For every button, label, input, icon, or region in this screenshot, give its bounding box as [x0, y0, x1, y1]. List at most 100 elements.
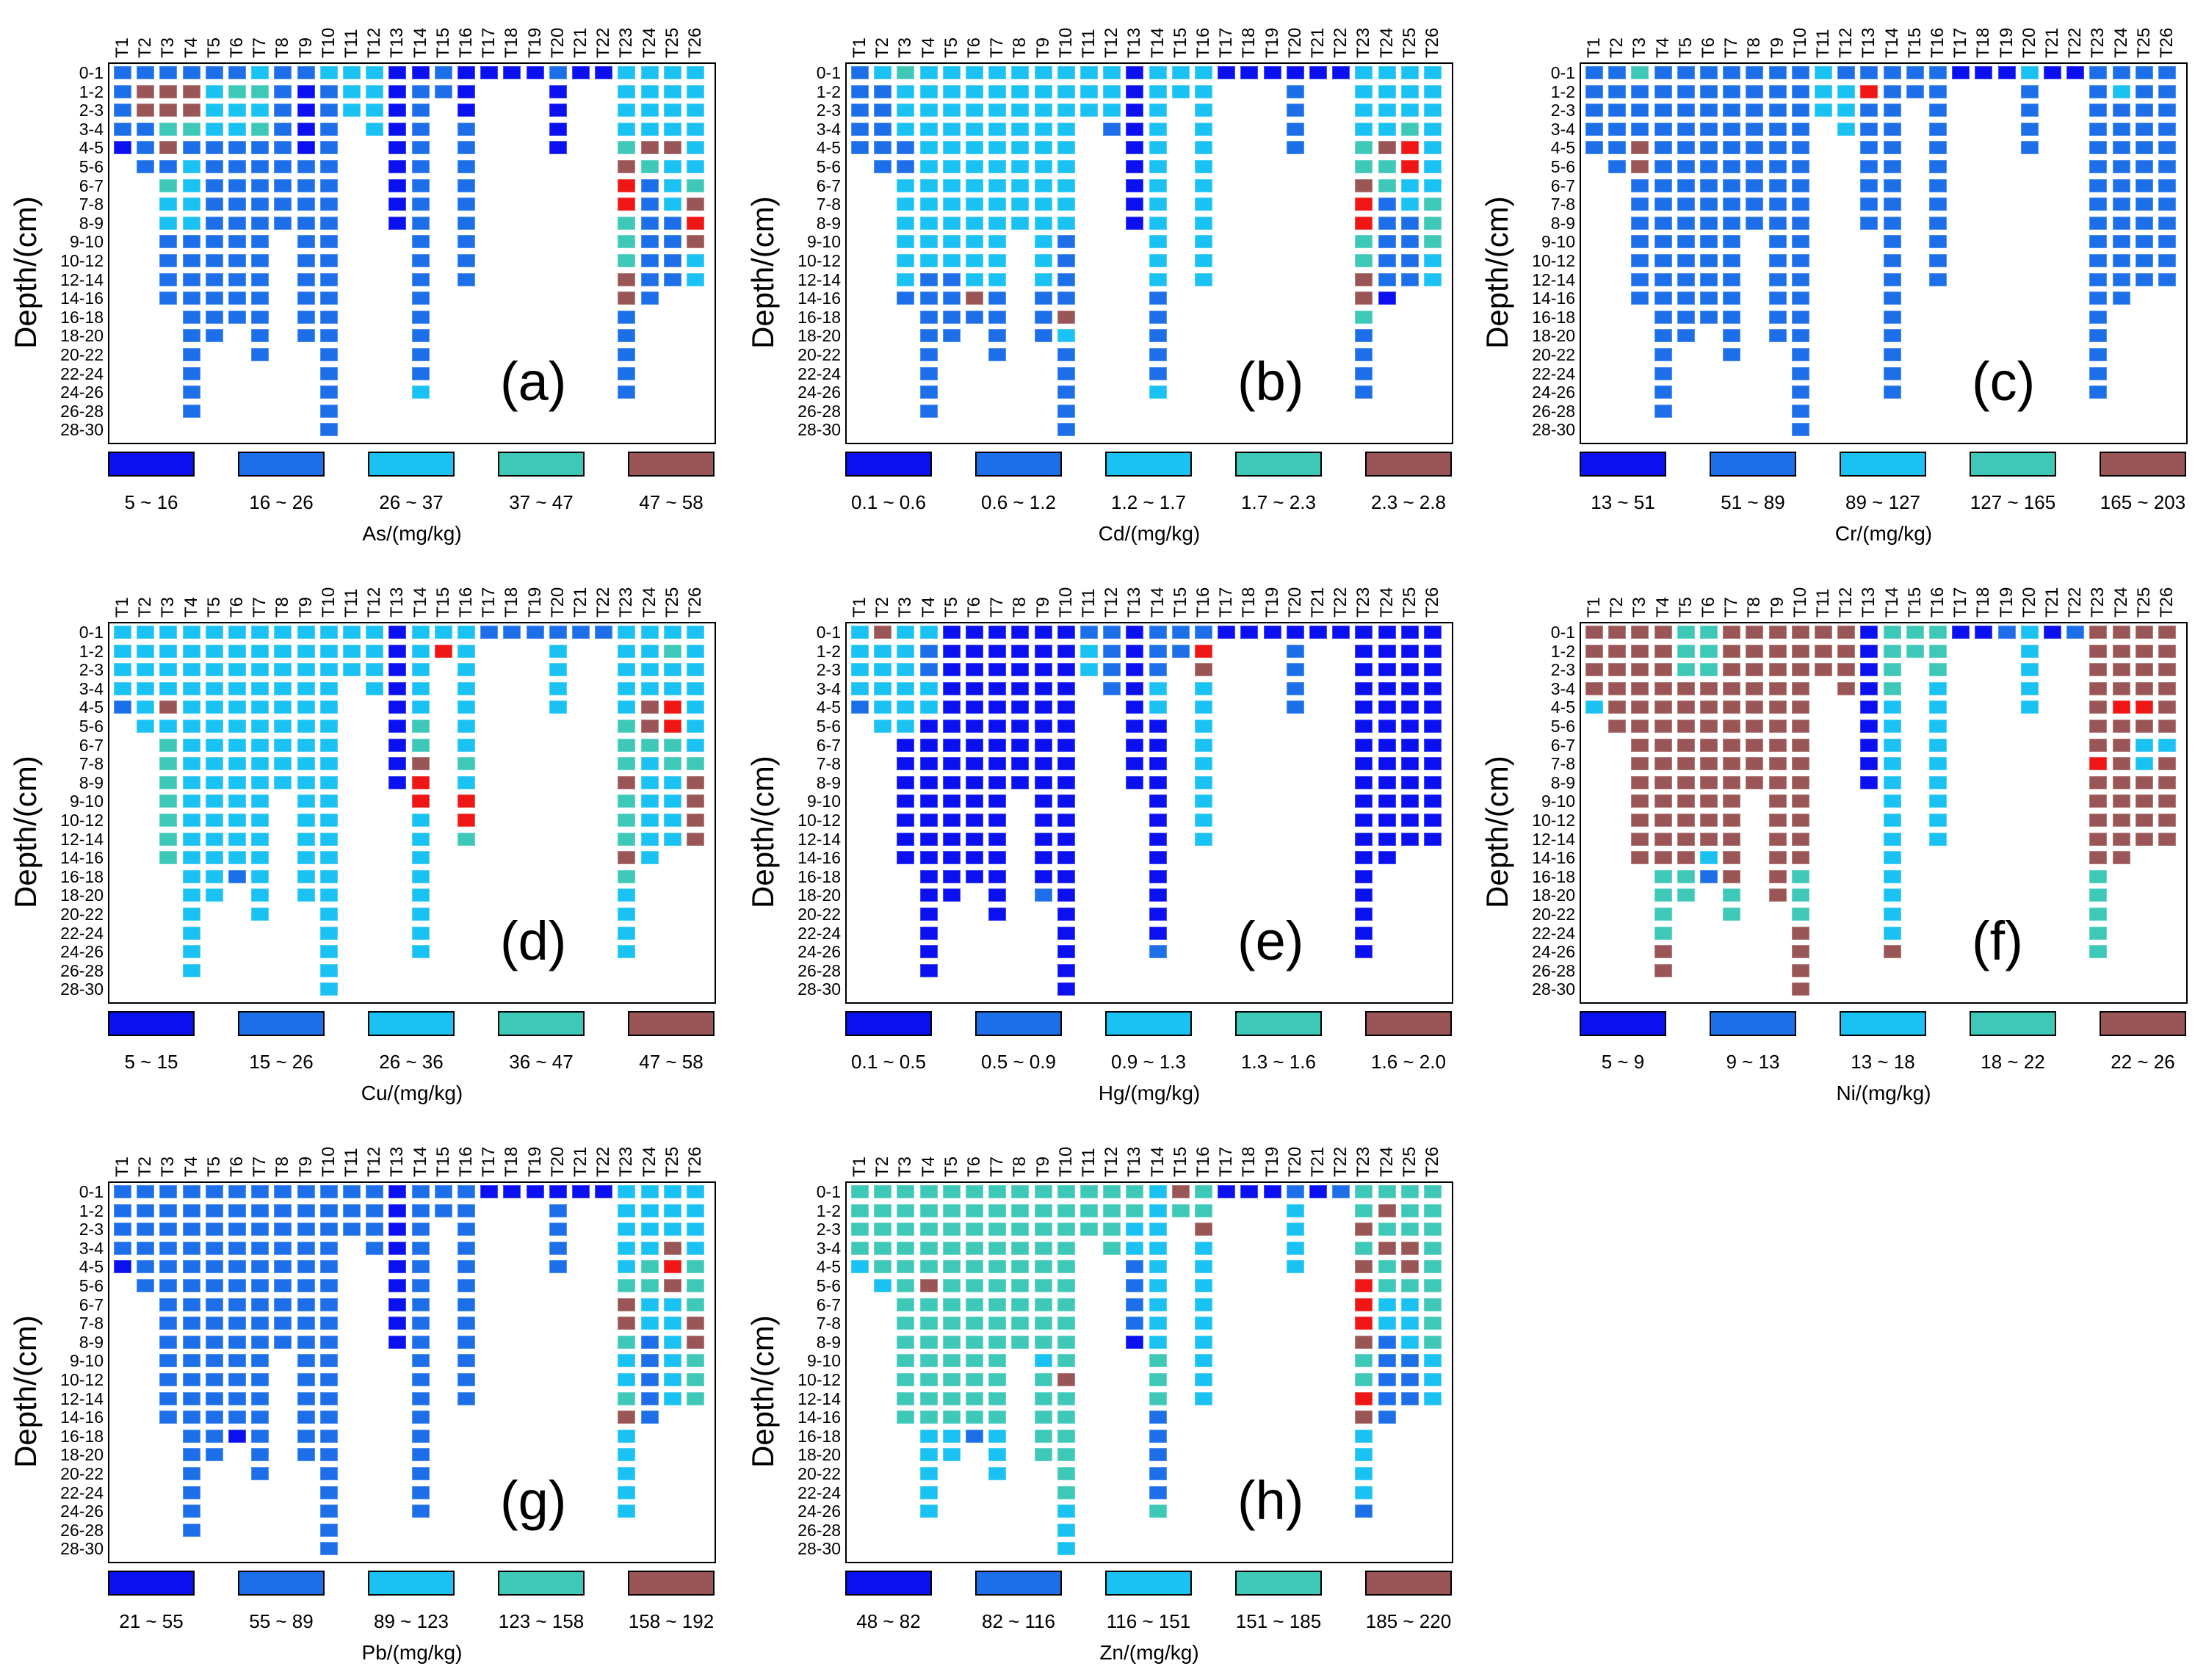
heatmap-cell	[1768, 869, 1787, 883]
heatmap-cell	[205, 888, 223, 902]
heatmap-cell	[2158, 775, 2176, 789]
legend-swatch	[238, 1571, 325, 1596]
heatmap-cell	[159, 235, 178, 249]
heatmap-cell	[663, 141, 681, 155]
row-label: 16-18	[60, 866, 104, 886]
heatmap-cell	[919, 1411, 938, 1424]
heatmap-cell	[1768, 681, 1787, 695]
heatmap-cell	[205, 1411, 223, 1424]
row-label: 0-1	[1550, 63, 1575, 82]
heatmap-cell	[297, 1223, 315, 1237]
heatmap-cell	[1355, 1485, 1373, 1499]
heatmap-cell	[319, 869, 338, 883]
heatmap-cell	[942, 216, 961, 230]
heatmap-cell	[942, 757, 961, 771]
heatmap-cell	[458, 198, 475, 211]
heatmap-cell	[919, 720, 938, 733]
heatmap-cell	[1400, 757, 1419, 771]
heatmap-cell	[251, 888, 270, 902]
heatmap-cell	[1608, 720, 1627, 733]
heatmap-cell	[205, 851, 223, 865]
heatmap-cell	[1424, 1279, 1442, 1292]
heatmap-cell	[1355, 1260, 1373, 1274]
column-label: T17	[479, 587, 499, 618]
column-label: T2	[872, 37, 893, 58]
heatmap-cell	[1654, 254, 1672, 267]
heatmap-cell	[1171, 644, 1190, 658]
heatmap-cell	[988, 757, 1007, 771]
heatmap-cell	[114, 1203, 131, 1217]
heatmap-cell	[1768, 216, 1787, 230]
heatmap-cell	[114, 700, 131, 714]
legend-swatch	[975, 452, 1062, 477]
heatmap-cell	[1355, 1241, 1373, 1255]
column-label: T15	[1904, 587, 1925, 618]
heatmap-cell	[366, 104, 384, 117]
heatmap-cell	[1149, 1505, 1167, 1518]
heatmap-cell	[988, 254, 1007, 267]
heatmap-cell	[1883, 160, 1901, 173]
heatmap-cell	[1034, 104, 1052, 117]
heatmap-cell	[228, 626, 246, 639]
heatmap-cell	[1631, 216, 1649, 230]
heatmap-cell	[1746, 216, 1764, 230]
column-label: T14	[410, 587, 430, 618]
heatmap-cell	[1195, 775, 1212, 789]
heatmap-cell	[319, 104, 338, 117]
heatmap-cell	[1149, 775, 1167, 789]
heatmap-cell	[618, 1260, 636, 1274]
heatmap-cell	[411, 235, 430, 249]
heatmap-cell	[2089, 84, 2108, 98]
heatmap-cell	[2089, 178, 2108, 192]
heatmap-cell	[1791, 122, 1809, 136]
heatmap-cell	[343, 1185, 361, 1198]
heatmap-cell	[1585, 122, 1603, 136]
heatmap-cell	[919, 1335, 938, 1349]
row-label: 12-14	[60, 829, 104, 849]
heatmap-cell	[942, 832, 961, 846]
heatmap-cell	[1195, 1185, 1212, 1198]
heatmap-cell	[1883, 626, 1901, 639]
heatmap-cell	[942, 84, 961, 98]
heatmap-cell	[228, 775, 246, 789]
column-label: T12	[364, 27, 385, 58]
heatmap-cell	[1677, 794, 1695, 808]
column-label: T3	[895, 596, 916, 618]
heatmap-cell	[411, 775, 430, 789]
row-label: 12-14	[798, 269, 841, 289]
y-axis-title: Depth/(cm)	[8, 196, 43, 349]
heatmap-cell	[640, 216, 659, 230]
heatmap-cell	[388, 216, 407, 230]
heatmap-cell	[1378, 757, 1396, 771]
row-label: 8-9	[816, 772, 841, 792]
heatmap-cell	[1195, 1354, 1212, 1368]
legend-range-label: 48 ~ 82	[856, 1610, 921, 1632]
heatmap-cell	[251, 1241, 270, 1255]
heatmap-cell	[1149, 908, 1167, 921]
heatmap-cell	[595, 66, 613, 79]
heatmap-cell	[319, 945, 338, 959]
column-label: T22	[1331, 1146, 1351, 1177]
heatmap-cell	[411, 1297, 430, 1311]
column-label: T26	[2157, 587, 2177, 618]
column-label: T22	[593, 1146, 614, 1177]
heatmap-cell	[687, 1203, 704, 1217]
heatmap-cell	[274, 1317, 292, 1330]
heatmap-cell	[274, 775, 292, 789]
heatmap-cell	[663, 1223, 681, 1237]
heatmap-cell	[480, 66, 499, 79]
heatmap-cell	[159, 1279, 178, 1292]
row-label: 9-10	[806, 1351, 841, 1371]
heatmap-cell	[159, 178, 178, 192]
heatmap-cell	[1654, 366, 1672, 380]
heatmap-cell	[618, 738, 636, 752]
column-label: T1	[112, 596, 132, 618]
heatmap-cell	[2089, 663, 2108, 677]
heatmap-cell	[1700, 869, 1718, 883]
row-label: 26-28	[798, 401, 841, 421]
heatmap-cell	[663, 738, 681, 752]
heatmap-cell	[228, 814, 246, 827]
heatmap-cell	[1723, 348, 1741, 361]
heatmap-cell	[988, 66, 1007, 79]
column-label: T4	[181, 596, 201, 618]
